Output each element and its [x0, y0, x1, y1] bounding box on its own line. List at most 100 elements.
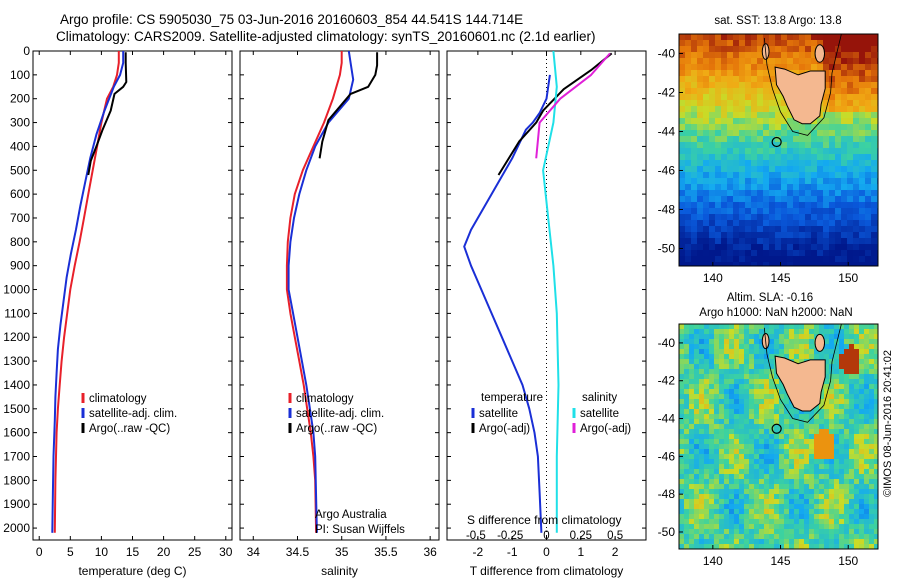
- map-cell: [844, 329, 850, 335]
- map-cell: [703, 184, 710, 191]
- map-cell: [824, 434, 830, 440]
- map-cell: [839, 529, 845, 535]
- map-cell: [719, 434, 725, 440]
- map-cell: [714, 509, 720, 515]
- map-cell: [779, 544, 785, 549]
- y-tick-label: 1300: [3, 354, 30, 368]
- map-cell: [751, 232, 758, 239]
- map-cell: [859, 76, 866, 83]
- map-cell: [764, 529, 770, 535]
- map-cell: [819, 524, 825, 530]
- map-cell: [793, 184, 800, 191]
- map-cell: [847, 202, 854, 209]
- map-cell: [865, 166, 872, 173]
- map-cell: [839, 379, 845, 385]
- map-cell: [854, 479, 860, 485]
- map-cell: [805, 184, 812, 191]
- map-cell: [769, 529, 775, 535]
- map-cell: [764, 434, 770, 440]
- map-cell: [834, 419, 840, 425]
- map-cell: [854, 474, 860, 480]
- map-cell: [874, 524, 878, 530]
- map-cell: [714, 354, 720, 360]
- map-cell: [779, 329, 785, 335]
- map-cell: [865, 70, 872, 77]
- map-cell: [859, 339, 865, 345]
- map-cell: [853, 238, 860, 245]
- map-cell: [849, 444, 855, 450]
- map-cell: [834, 349, 840, 355]
- map-cell: [721, 154, 728, 161]
- map-cell: [805, 64, 812, 71]
- map-cell: [854, 439, 860, 445]
- y-tick-label: 100: [10, 68, 30, 82]
- map-cell: [865, 106, 872, 113]
- map-cell: [754, 534, 760, 540]
- map-cell: [691, 70, 698, 77]
- map-cell: [734, 459, 740, 465]
- map-cell: [769, 94, 776, 101]
- map-cell: [697, 190, 704, 197]
- map-cell: [829, 136, 836, 143]
- map-cell: [847, 244, 854, 251]
- map-cell: [811, 256, 818, 263]
- map-cell: [714, 459, 720, 465]
- map-cell: [844, 439, 850, 445]
- map-cell: [759, 459, 765, 465]
- map-cell: [849, 339, 855, 345]
- map-cell: [774, 329, 780, 335]
- map-cell: [703, 256, 710, 263]
- map-cell: [751, 172, 758, 179]
- map-cell: [824, 329, 830, 335]
- map-cell: [699, 499, 705, 505]
- map-cell: [715, 82, 722, 89]
- map-cell: [724, 539, 730, 545]
- map-cell: [847, 166, 854, 173]
- map-cell: [759, 544, 765, 549]
- map-cell: [854, 504, 860, 510]
- map-cell: [759, 424, 765, 430]
- map-cell: [799, 202, 806, 209]
- map-cell: [805, 244, 812, 251]
- map-cell: [757, 226, 764, 233]
- map-cell: [733, 202, 740, 209]
- map-cell: [775, 136, 782, 143]
- map-cell: [859, 449, 865, 455]
- map-cell: [787, 244, 794, 251]
- map-cell: [714, 349, 720, 355]
- map-cell: [754, 374, 760, 380]
- map-cell: [745, 94, 752, 101]
- map-cell: [794, 494, 800, 500]
- map-cell: [769, 329, 775, 335]
- map-cell: [849, 534, 855, 540]
- map-cell: [715, 148, 722, 155]
- map-cell: [721, 94, 728, 101]
- map-cell: [871, 142, 878, 149]
- map-cell: [704, 544, 710, 549]
- map-cell: [684, 474, 690, 480]
- map-cell: [835, 88, 842, 95]
- map-cell: [709, 329, 715, 335]
- map-cell: [719, 384, 725, 390]
- map-cell: [685, 190, 692, 197]
- map-cell: [823, 82, 830, 89]
- map-cell: [874, 429, 878, 435]
- map-cell: [849, 514, 855, 520]
- map-cell: [793, 34, 800, 41]
- map-cell: [774, 489, 780, 495]
- map-cell: [775, 112, 782, 119]
- map-y-tick-label: -46: [658, 163, 676, 177]
- map-cell: [703, 202, 710, 209]
- map-cell: [779, 534, 785, 540]
- map-cell: [829, 58, 836, 65]
- map-cell: [784, 524, 790, 530]
- map-cell: [804, 479, 810, 485]
- map-cell: [799, 46, 806, 53]
- map-cell: [871, 52, 878, 59]
- map-cell: [727, 52, 734, 59]
- map-cell: [684, 519, 690, 525]
- map-cell: [684, 414, 690, 420]
- map-cell: [721, 130, 728, 137]
- map-cell: [724, 369, 730, 375]
- map-cell: [739, 479, 745, 485]
